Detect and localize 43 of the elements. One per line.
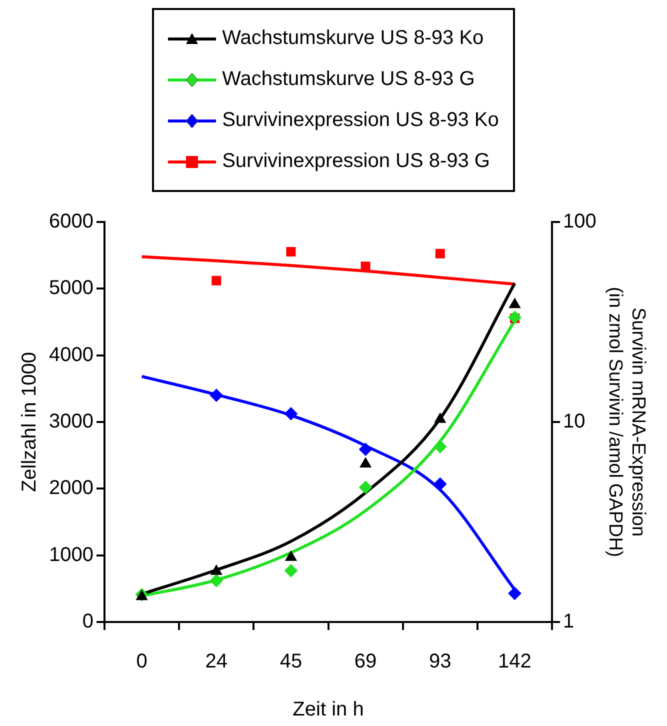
- point: [508, 586, 522, 600]
- x-tick-label: 0: [136, 650, 148, 673]
- point: [210, 574, 223, 588]
- point: [359, 442, 372, 456]
- y-tick-label: 1000: [48, 544, 94, 566]
- legend-label: Wachstumskurve US 8-93 G: [222, 68, 475, 91]
- point: [210, 564, 222, 575]
- point: [434, 477, 447, 490]
- point: [284, 407, 298, 420]
- y-tick-label: 4000: [48, 344, 94, 366]
- x-tick-label: 142: [498, 650, 532, 673]
- point: [210, 388, 223, 402]
- point: [508, 310, 522, 324]
- x-tick-label: 24: [205, 650, 228, 673]
- y-tick-label: 6000: [48, 210, 94, 233]
- line-series: [140, 255, 516, 286]
- y2-tick-label: 1: [563, 610, 574, 633]
- legend-label: Wachstumskurve US 8-93 Ko: [222, 27, 484, 50]
- legend-label: Survivinexpression US 8-93 G: [222, 150, 490, 173]
- y-tick-label: 3000: [48, 410, 94, 433]
- x-tick-label: 45: [280, 650, 302, 673]
- x-axis-title: Zeit in h: [292, 698, 364, 721]
- point: [435, 248, 445, 258]
- point: [434, 440, 447, 454]
- point: [434, 412, 446, 423]
- y-tick-label: 0: [82, 610, 94, 633]
- point: [509, 298, 520, 308]
- point: [360, 262, 370, 272]
- x-tick-label: 93: [429, 650, 452, 673]
- y-tick-label: 2000: [48, 477, 94, 500]
- point: [360, 458, 372, 468]
- point: [284, 564, 298, 578]
- y-tick-label: 5000: [48, 277, 94, 300]
- y-axis-title: Zellzahl in 1000: [18, 352, 41, 492]
- x-tick-label: 69: [354, 650, 377, 673]
- point: [285, 550, 297, 561]
- y2-tick-label: 10: [563, 410, 586, 433]
- y2-tick-label: 100: [563, 210, 596, 233]
- point: [286, 247, 296, 256]
- point: [212, 276, 222, 286]
- point: [359, 480, 372, 494]
- y2-axis-title: Survivin mRNA-Expression (in zmol Survivin /amol GAPDH): [604, 286, 648, 558]
- legend-label: Survivinexpression US 8-93 Ko: [222, 109, 499, 132]
